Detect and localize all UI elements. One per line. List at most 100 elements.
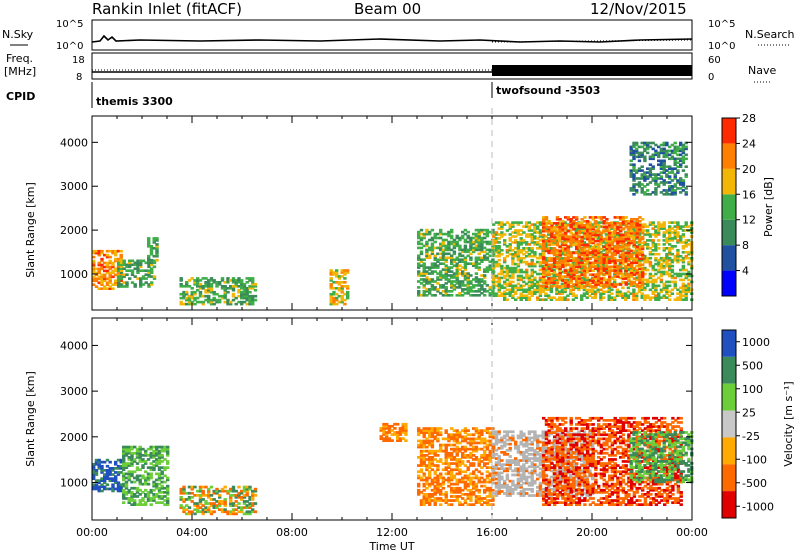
scatter-cell <box>404 431 408 434</box>
scatter-cell <box>201 277 205 280</box>
scatter-cell <box>659 227 664 230</box>
scatter-cell <box>550 224 554 227</box>
scatter-cell <box>237 294 241 298</box>
scatter-cell <box>665 189 669 192</box>
scatter-cell <box>474 447 479 451</box>
scatter-cell <box>196 494 200 497</box>
scatter-cell <box>670 193 675 196</box>
scatter-cell <box>220 487 225 491</box>
scatter-cell <box>245 287 249 290</box>
scatter-cell <box>588 294 592 297</box>
scatter-cell <box>561 263 565 267</box>
scatter-cell <box>122 281 126 284</box>
scatter-cell <box>646 145 650 149</box>
scatter-cell <box>564 233 568 237</box>
scatter-cell <box>116 259 121 263</box>
scatter-cell <box>632 273 637 276</box>
scatter-cell <box>488 286 492 289</box>
scatter-cell <box>684 241 688 244</box>
scatter-cell <box>505 284 510 288</box>
scatter-cell <box>119 265 124 269</box>
scatter-cell <box>643 159 647 163</box>
scatter-cell <box>533 223 537 226</box>
scatter-cell <box>503 239 507 242</box>
scatter-cell <box>229 512 233 516</box>
scatter-cell <box>455 486 459 490</box>
scatter-cell <box>444 437 448 441</box>
scatter-cell <box>223 502 227 505</box>
scatter-cell <box>668 181 672 184</box>
scatter-cell <box>94 460 99 464</box>
scatter-cell <box>544 263 549 267</box>
scatter-cell <box>433 240 437 244</box>
scatter-cell <box>108 479 112 482</box>
scatter-cell <box>447 480 451 484</box>
scatter-cell <box>586 249 590 253</box>
scatter-cell <box>588 224 593 227</box>
scatter-cell <box>553 225 557 229</box>
scatter-cell <box>648 141 653 145</box>
scatter-cell <box>439 256 443 260</box>
scatter-cell <box>651 249 655 252</box>
scatter-cell <box>425 495 429 498</box>
scatter-cell <box>668 272 672 276</box>
scatter-cell <box>679 147 683 151</box>
scatter-cell <box>450 240 454 244</box>
scatter-cell <box>641 281 645 284</box>
scatter-cell <box>555 239 559 242</box>
scatter-cell <box>657 159 661 163</box>
scatter-cell <box>561 237 565 241</box>
scatter-cell <box>668 233 672 236</box>
scatter-cell <box>492 264 496 268</box>
scatter-cell <box>483 268 487 271</box>
scatter-cell <box>527 280 532 284</box>
scatter-cell <box>630 222 634 225</box>
scatter-cell <box>492 252 496 256</box>
scatter-cell <box>463 292 468 295</box>
scatter-cell <box>646 296 650 299</box>
scatter-cell <box>430 468 435 472</box>
scatter-cell <box>428 462 432 465</box>
scatter-cell <box>564 253 568 257</box>
scatter-cell <box>135 462 140 465</box>
scatter-cell <box>635 225 639 229</box>
scatter-cell <box>624 237 628 241</box>
scatter-cell <box>637 145 642 149</box>
scatter-cell <box>654 151 658 155</box>
scatter-cell <box>147 271 151 274</box>
scatter-cell <box>149 472 153 476</box>
scatter-cell <box>681 290 686 294</box>
scatter-cell <box>648 171 653 174</box>
scatter-cell <box>681 298 686 301</box>
scatter-cell <box>417 474 421 478</box>
scatter-cell <box>488 242 492 246</box>
scatter-cell <box>527 225 532 228</box>
scatter-cell <box>516 233 521 236</box>
scatter-cell <box>503 296 507 299</box>
scatter-cell <box>343 292 347 296</box>
scatter-cell <box>458 464 462 467</box>
scatter-cell <box>155 239 159 242</box>
scatter-cell <box>485 270 490 273</box>
scatter-cell <box>469 294 473 297</box>
scatter-cell <box>643 175 647 178</box>
scatter-cell <box>488 248 492 252</box>
scatter-cell <box>223 287 227 290</box>
scatter-cell <box>340 294 344 298</box>
scatter-cell <box>179 283 183 286</box>
scatter-cell <box>428 232 432 236</box>
scatter-cell <box>648 193 653 196</box>
scatter-cell <box>679 177 683 180</box>
scatter-cell <box>657 258 661 262</box>
scatter-cell <box>469 242 473 246</box>
scatter-cell <box>337 275 342 278</box>
scatter-cell <box>193 292 197 296</box>
scatter-cell <box>580 261 584 265</box>
scatter-cell <box>654 175 658 178</box>
scatter-cell <box>461 280 465 283</box>
scatter-cell <box>500 294 504 297</box>
scatter-cell <box>231 489 236 493</box>
scatter-cell <box>610 227 614 230</box>
scatter-cell <box>198 287 203 290</box>
scatter-cell <box>136 259 140 263</box>
